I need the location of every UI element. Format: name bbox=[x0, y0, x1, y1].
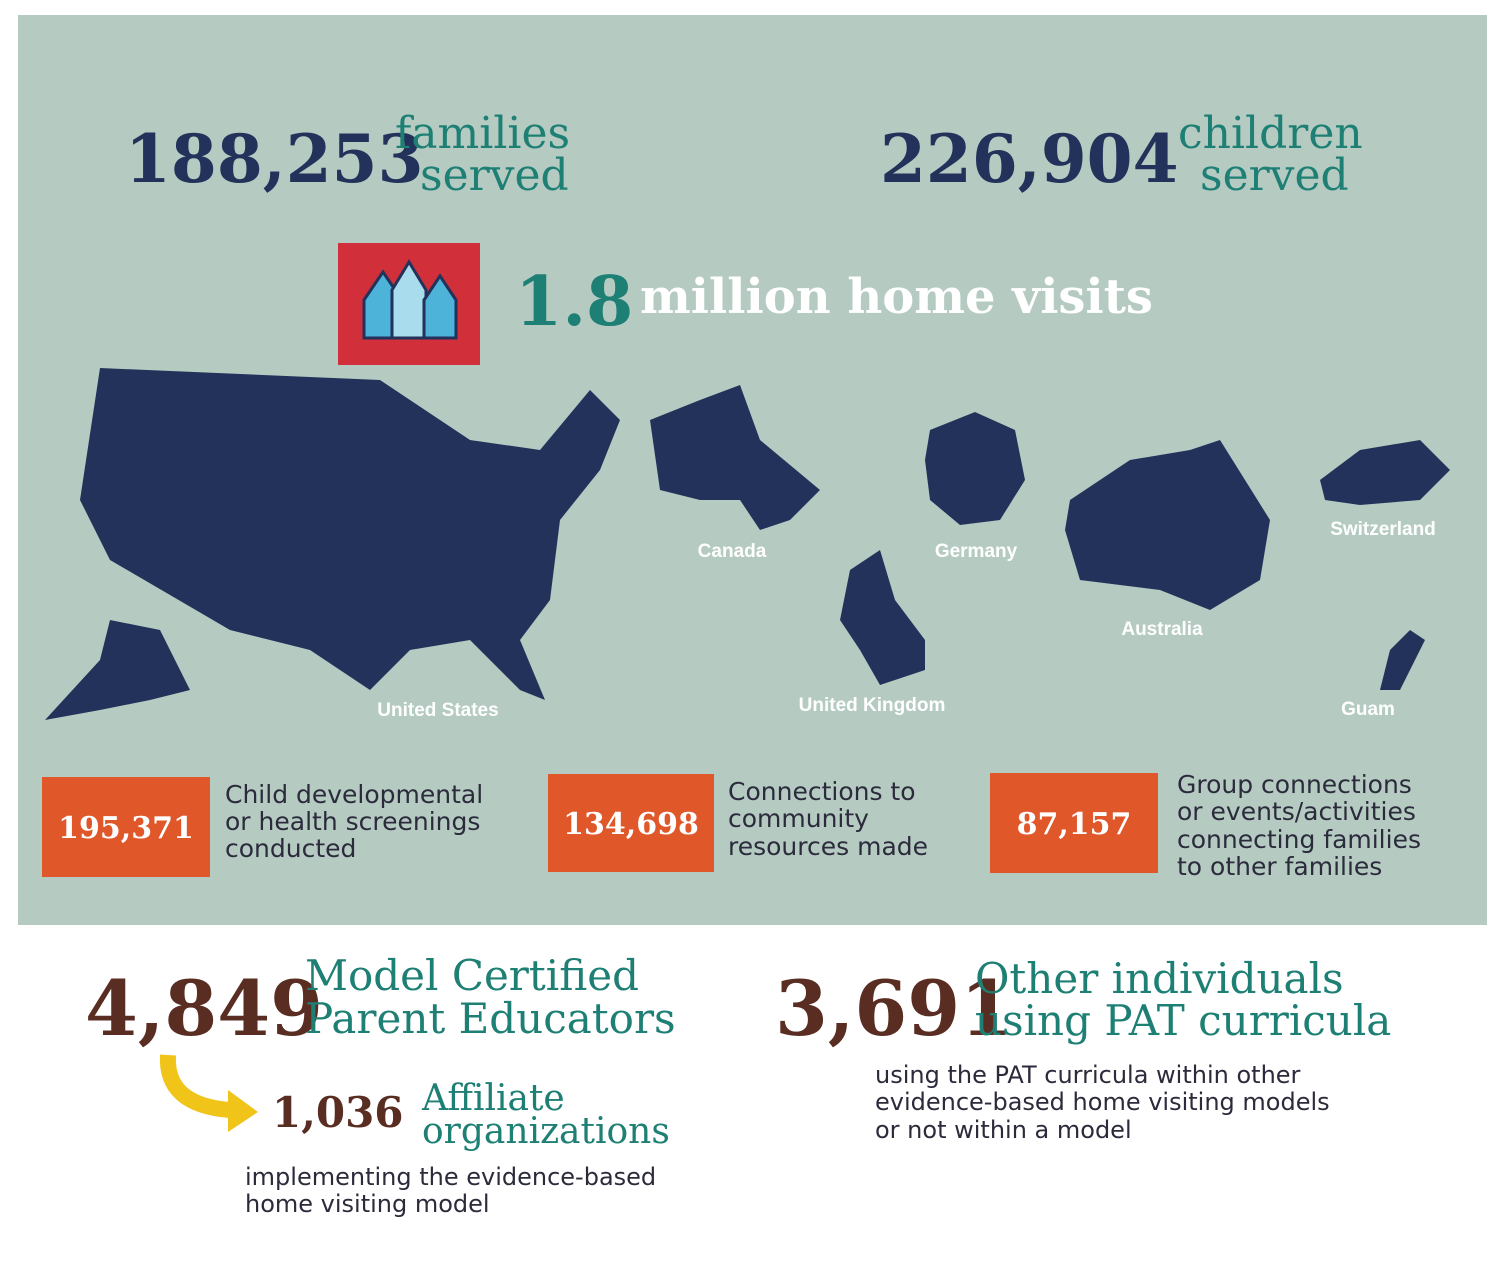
connections-label: Connections to bbox=[728, 777, 916, 806]
affiliates-note: home visiting model bbox=[245, 1190, 490, 1218]
educators-number: 4,849 bbox=[85, 964, 323, 1053]
groups-label: to other families bbox=[1177, 852, 1382, 881]
stat-box bbox=[990, 773, 1158, 873]
affiliates-note: implementing the evidence-based bbox=[245, 1163, 656, 1191]
connections-label: resources made bbox=[728, 832, 928, 861]
others-label: using PAT curricula bbox=[975, 996, 1391, 1045]
country-label: United States bbox=[377, 700, 498, 721]
others-note: using the PAT curricula within other bbox=[875, 1061, 1301, 1089]
screenings-label: conducted bbox=[225, 834, 356, 863]
educators-label: Model Certified bbox=[305, 951, 639, 1000]
children-label: children bbox=[1178, 108, 1363, 159]
visits-label: million home visits bbox=[640, 269, 1153, 325]
maps bbox=[45, 368, 1450, 720]
arrow bbox=[159, 1054, 258, 1132]
connections-label: community bbox=[728, 804, 869, 833]
others-number: 3,691 bbox=[775, 964, 1013, 1053]
connections-number: 134,698 bbox=[563, 807, 699, 842]
groups-number: 87,157 bbox=[1017, 807, 1132, 842]
affiliates-label: Affiliate bbox=[421, 1078, 565, 1119]
visits-number: 1.8 bbox=[515, 262, 633, 342]
children-number: 226,904 bbox=[880, 120, 1179, 198]
others-label: Other individuals bbox=[975, 954, 1344, 1003]
screenings-number: 195,371 bbox=[58, 811, 194, 846]
families-label: families bbox=[395, 108, 570, 159]
educators-label: Parent Educators bbox=[305, 994, 676, 1043]
children-label: served bbox=[1200, 150, 1349, 201]
country-label: United Kingdom bbox=[799, 695, 946, 716]
groups-label: Group connections bbox=[1177, 770, 1412, 799]
others-note: or not within a model bbox=[875, 1116, 1132, 1144]
stat-box bbox=[548, 774, 714, 872]
screenings-label: Child developmental bbox=[225, 780, 483, 809]
home-icon bbox=[338, 243, 480, 365]
groups-label: connecting families bbox=[1177, 825, 1421, 854]
affiliates-label: organizations bbox=[422, 1111, 670, 1152]
groups-label: or events/activities bbox=[1177, 797, 1416, 826]
country-label: Switzerland bbox=[1330, 519, 1436, 540]
others-note: evidence-based home visiting models bbox=[875, 1088, 1330, 1116]
country-label: Canada bbox=[698, 541, 767, 562]
affiliates-number: 1,036 bbox=[272, 1088, 404, 1137]
country-label: Australia bbox=[1121, 619, 1203, 640]
families-label: served bbox=[420, 150, 569, 201]
families-number: 188,253 bbox=[125, 120, 424, 198]
screenings-label: or health screenings bbox=[225, 807, 480, 836]
stat-box bbox=[42, 777, 210, 877]
country-label: Germany bbox=[935, 541, 1018, 562]
country-label: Guam bbox=[1341, 699, 1395, 720]
